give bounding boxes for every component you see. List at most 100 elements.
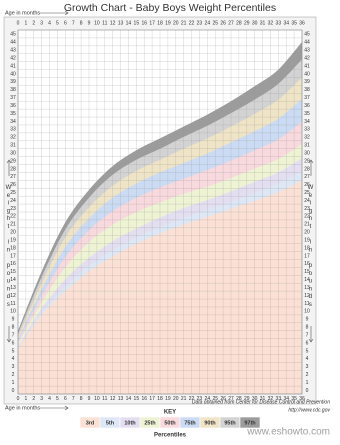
source: Data obtained from Center for Disease Co… (192, 399, 330, 405)
y-axis-label-left: Weight in pounds (5, 185, 11, 310)
y-tick-label: 22 (304, 214, 310, 220)
y-tick-label: 12 (10, 293, 16, 299)
x-tick-label: 2 (32, 396, 35, 402)
x-tick-label: 32 (268, 20, 274, 26)
x-tick-label: 33 (276, 20, 282, 26)
x-tick-label: 18 (157, 396, 163, 402)
legend-label: 25th (144, 420, 156, 426)
x-tick-label: 14 (126, 20, 132, 26)
x-tick-label: 12 (110, 20, 116, 26)
x-tick-label: 22 (189, 396, 195, 402)
x-tick-label: 18 (157, 20, 163, 26)
y-tick-label: 18 (10, 245, 16, 251)
y-tick-label: 7 (12, 332, 15, 338)
y-tick-label: 34 (10, 119, 16, 125)
y-tick-label: 10 (10, 309, 16, 315)
y-tick-label: 43 (10, 48, 16, 54)
x-tick-label: 5 (56, 20, 59, 26)
x-tick-label: 10 (94, 396, 100, 402)
y-tick-label: 44 (10, 40, 16, 46)
x-tick-label: 17 (149, 396, 155, 402)
y-tick-label: 5 (12, 348, 15, 354)
y-tick-label: 39 (304, 79, 310, 85)
x-tick-label: 11 (102, 396, 107, 402)
x-tick-label: 6 (64, 20, 67, 26)
y-tick-label: 0 (12, 388, 15, 394)
y-tick-label: 27 (304, 174, 310, 180)
x-tick-label: 1 (24, 396, 27, 402)
x-tick-label: 21 (181, 396, 187, 402)
y-tick-label: 8 (306, 325, 309, 331)
y-tick-label: 37 (304, 95, 310, 101)
y-tick-label: 27 (10, 174, 16, 180)
legend-label: 50th (164, 420, 176, 426)
x-tick-label: 24 (205, 396, 211, 402)
x-tick-label: 9 (88, 396, 91, 402)
x-tick-label: 27 (228, 396, 234, 402)
x-tick-label: 1 (24, 20, 27, 26)
y-tick-label: 3 (12, 364, 15, 370)
y-tick-label: 45 (10, 32, 16, 38)
y-tick-label: 42 (10, 55, 16, 61)
y-tick-label: 17 (10, 253, 16, 259)
y-tick-label: 8 (12, 325, 15, 331)
x-tick-label: 7 (72, 396, 75, 402)
y-tick-label: 13 (10, 285, 16, 291)
y-tick-label: 0 (306, 388, 309, 394)
y-tick-label: 41 (10, 63, 16, 69)
x-tick-label: 30 (252, 396, 258, 402)
x-tick-label: 33 (276, 396, 282, 402)
x-tick-label: 28 (236, 396, 242, 402)
plot-border (17, 29, 303, 395)
y-tick-label: 14 (304, 277, 310, 283)
legend-label: 75th (184, 420, 196, 426)
plot: 0011223344556677889910101111121213131414… (10, 20, 310, 402)
y-tick-label: 14 (10, 277, 16, 283)
x-tick-label: 8 (80, 396, 83, 402)
x-tick-label: 4 (48, 20, 51, 26)
source-url: http://www.cdc.gov (288, 407, 330, 413)
x-tick-label: 0 (17, 396, 20, 402)
y-tick-label: 25 (10, 190, 16, 196)
legend-label: 97th (244, 420, 256, 426)
x-tick-label: 36 (299, 20, 305, 26)
x-tick-label: 31 (260, 396, 266, 402)
y-tick-label: 34 (304, 119, 310, 125)
x-tick-label: 21 (181, 20, 187, 26)
y-tick-label: 40 (304, 71, 310, 77)
y-tick-label: 11 (304, 301, 309, 307)
x-tick-label: 8 (80, 20, 83, 26)
x-tick-label: 3 (40, 20, 43, 26)
y-tick-label: 15 (304, 269, 310, 275)
x-tick-label: 2 (32, 20, 35, 26)
x-tick-label: 25 (212, 20, 218, 26)
x-tick-label: 24 (205, 20, 211, 26)
x-tick-label: 19 (165, 396, 171, 402)
x-tick-label: 6 (64, 396, 67, 402)
x-tick-label: 23 (197, 20, 203, 26)
y-tick-label: 38 (10, 87, 16, 93)
y-axis-label-right: Weight in pounds (307, 185, 313, 310)
x-tick-label: 0 (17, 20, 20, 26)
x-tick-label: 30 (252, 20, 258, 26)
y-tick-label: 28 (10, 166, 16, 172)
x-tick-label: 22 (189, 20, 195, 26)
y-tick-label: 24 (304, 198, 310, 204)
y-tick-label: 25 (304, 190, 310, 196)
x-tick-label: 10 (94, 20, 100, 26)
x-tick-label: 4 (48, 396, 51, 402)
y-tick-label: 6 (12, 340, 15, 346)
x-tick-label: 25 (212, 396, 218, 402)
y-tick-label: 41 (304, 63, 310, 69)
arrow (40, 405, 69, 411)
y-tick-label: 10 (304, 309, 310, 315)
y-tick-label: 40 (10, 71, 16, 77)
x-tick-label: 3 (40, 396, 43, 402)
y-tick-label: 9 (12, 317, 15, 323)
legend-label: 90th (204, 420, 216, 426)
x-tick-label: 13 (118, 396, 124, 402)
y-tick-label: 26 (10, 182, 16, 188)
y-tick-label: 31 (304, 143, 310, 149)
y-tick-label: 42 (304, 55, 310, 61)
